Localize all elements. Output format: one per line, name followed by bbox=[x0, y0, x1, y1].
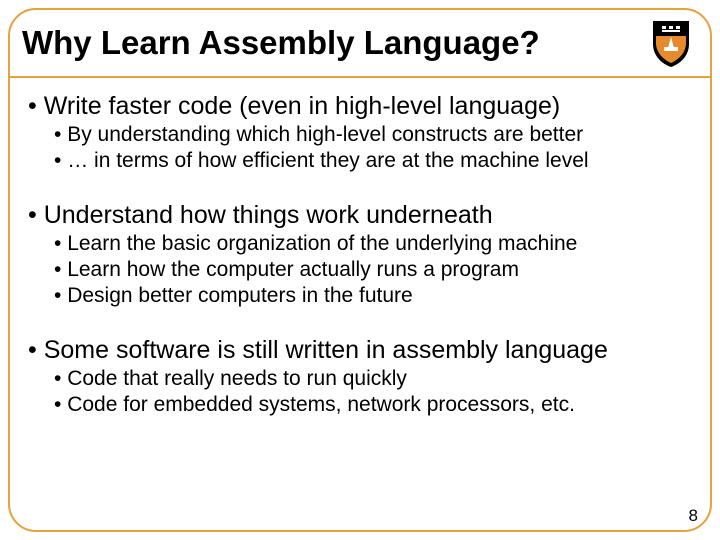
slide-title: Why Learn Assembly Language? bbox=[22, 24, 540, 62]
bullet-glyph: • bbox=[28, 336, 37, 365]
bullet-text: Learn how the computer actually runs a p… bbox=[67, 258, 519, 281]
bullet-text: … in terms of how efficient they are at … bbox=[67, 149, 588, 172]
bullet-level-1: • Write faster code (even in high-level … bbox=[28, 92, 692, 121]
bullet-level-2: • By understanding which high-level cons… bbox=[54, 123, 692, 147]
bullet-glyph: • bbox=[54, 149, 61, 173]
bullet-level-1: • Some software is still written in asse… bbox=[28, 336, 692, 365]
bullet-text: Code for embedded systems, network proce… bbox=[67, 393, 575, 416]
slide: Why Learn Assembly Language? • Write fas… bbox=[0, 0, 720, 540]
princeton-shield-icon bbox=[650, 18, 692, 68]
bullet-level-2: • Learn the basic organization of the un… bbox=[54, 232, 692, 256]
bullet-glyph: • bbox=[54, 284, 61, 308]
bullet-glyph: • bbox=[54, 367, 61, 391]
bullet-level-2: • Code for embedded systems, network pro… bbox=[54, 393, 692, 417]
slide-body: • Write faster code (even in high-level … bbox=[28, 92, 692, 500]
bullet-glyph: • bbox=[54, 232, 61, 256]
bullet-level-2: • Design better computers in the future bbox=[54, 284, 692, 308]
title-bar: Why Learn Assembly Language? bbox=[18, 12, 702, 74]
bullet-text: Code that really needs to run quickly bbox=[67, 367, 407, 390]
title-divider bbox=[10, 76, 710, 78]
bullet-glyph: • bbox=[54, 393, 61, 417]
bullet-text: Learn the basic organization of the unde… bbox=[67, 232, 577, 255]
spacer bbox=[28, 173, 692, 193]
bullet-text: Some software is still written in assemb… bbox=[44, 336, 608, 364]
bullet-glyph: • bbox=[54, 123, 61, 147]
bullet-level-2: • Code that really needs to run quickly bbox=[54, 367, 692, 391]
bullet-level-2: • … in terms of how efficient they are a… bbox=[54, 149, 692, 173]
bullet-level-1: • Understand how things work underneath bbox=[28, 201, 692, 230]
bullet-text: Write faster code (even in high-level la… bbox=[44, 92, 561, 120]
bullet-text: By understanding which high-level constr… bbox=[67, 123, 583, 146]
bullet-glyph: • bbox=[28, 201, 37, 230]
bullet-level-2: • Learn how the computer actually runs a… bbox=[54, 258, 692, 282]
spacer bbox=[28, 308, 692, 328]
bullet-glyph: • bbox=[28, 92, 37, 121]
page-number: 8 bbox=[689, 506, 698, 526]
bullet-glyph: • bbox=[54, 258, 61, 282]
bullet-text: Design better computers in the future bbox=[67, 284, 413, 307]
bullet-text: Understand how things work underneath bbox=[44, 201, 493, 229]
